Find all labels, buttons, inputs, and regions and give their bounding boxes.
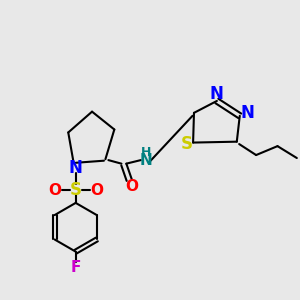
Text: N: N xyxy=(140,153,152,168)
Text: S: S xyxy=(70,182,82,200)
Text: N: N xyxy=(69,159,82,177)
Text: N: N xyxy=(240,104,254,122)
Text: S: S xyxy=(181,135,193,153)
Text: O: O xyxy=(91,183,103,198)
Text: O: O xyxy=(125,179,138,194)
Text: H: H xyxy=(141,146,151,159)
Text: N: N xyxy=(210,85,224,103)
Text: O: O xyxy=(48,183,61,198)
Text: F: F xyxy=(70,260,81,275)
